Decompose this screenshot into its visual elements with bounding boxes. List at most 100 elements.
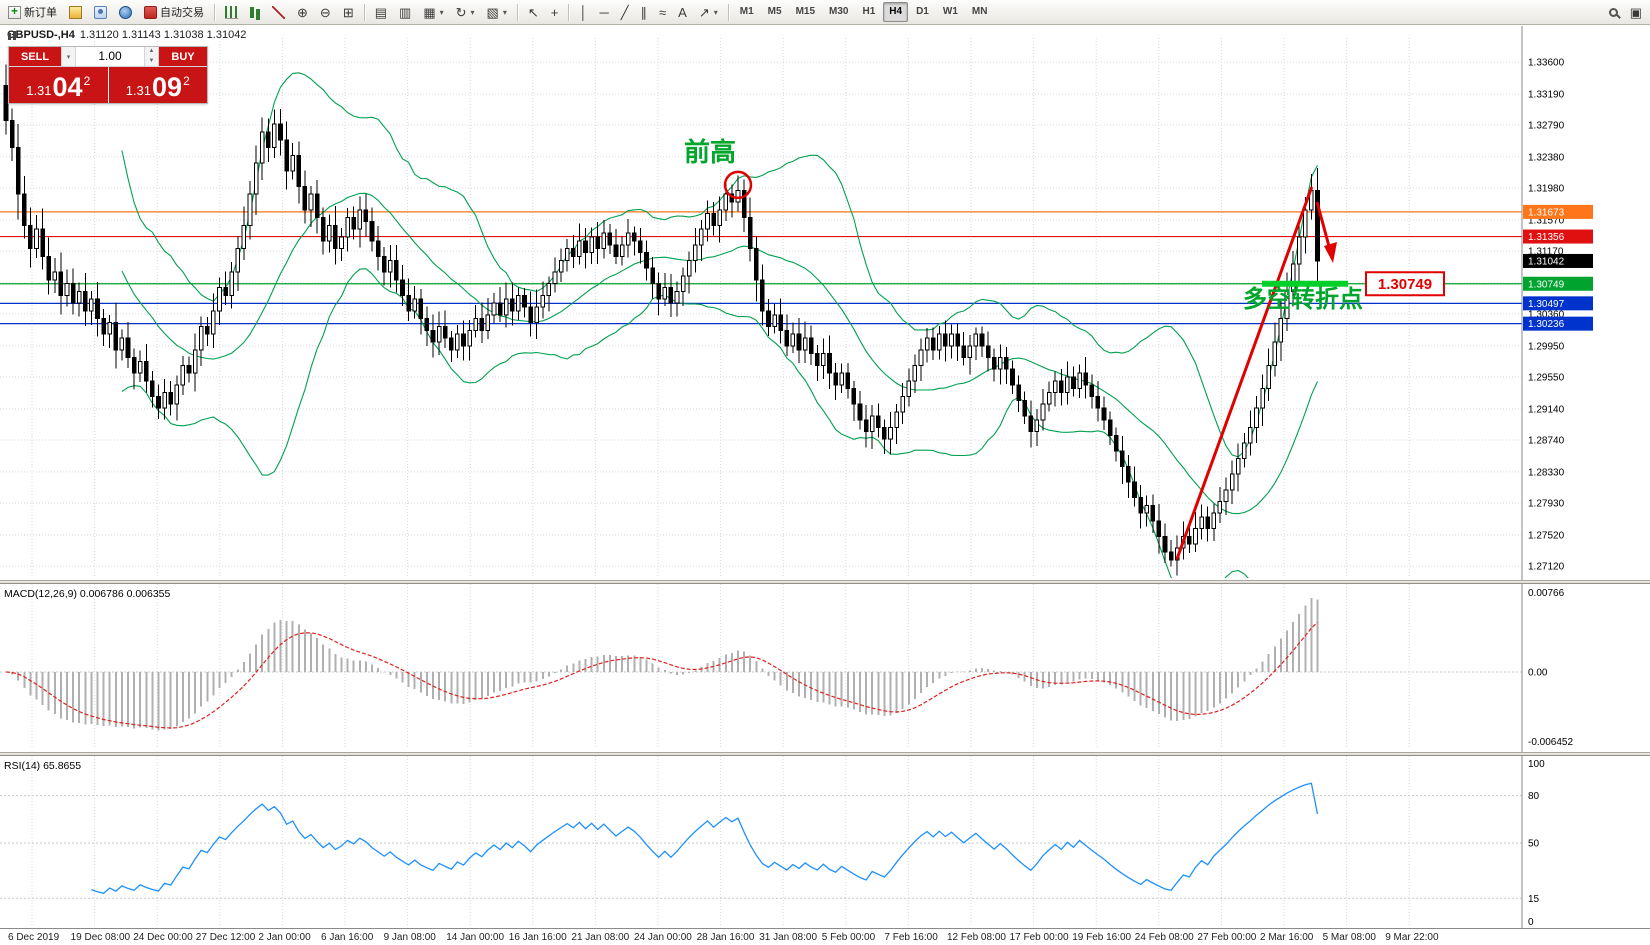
sell-button[interactable]: SELL	[9, 47, 61, 66]
timeframe-m15-button[interactable]: M15	[795, 6, 816, 17]
horizontal-line-button[interactable]: ─	[594, 1, 613, 23]
timeframe-h4-button[interactable]: H4	[883, 2, 909, 22]
cursor-icon: ↖	[527, 4, 539, 20]
trendline-button[interactable]: ╱	[616, 1, 634, 23]
previous-high-label[interactable]: 前高	[684, 137, 736, 168]
price-axis-label: 1.29550	[1528, 373, 1565, 384]
buy-price-button[interactable]: 1.31 09 2	[108, 67, 207, 103]
volume-up-icon[interactable]: ▲	[148, 48, 155, 54]
cascade-windows-icon: ▥	[399, 4, 412, 20]
candlestick-chart-button[interactable]	[245, 1, 265, 23]
sell-price-pips: 04	[52, 72, 83, 102]
candles	[3, 64, 1320, 576]
price-tag-box[interactable]	[1365, 271, 1445, 297]
line-chart-icon	[272, 5, 285, 19]
time-axis-label: 27 Dec 12:00	[195, 932, 256, 943]
previous-high-circle[interactable]	[723, 170, 753, 200]
market-watch-button[interactable]	[89, 1, 112, 23]
profiles-icon: ↻	[455, 4, 467, 20]
templates-button-dropdown-icon[interactable]: ▾	[502, 7, 507, 17]
price-axis-label: 1.32380	[1528, 152, 1565, 163]
profiles-button-dropdown-icon[interactable]: ▾	[470, 7, 475, 17]
rally-trendline[interactable]	[1175, 186, 1313, 560]
chart-profiles-button[interactable]	[64, 1, 87, 23]
reversal-arrow[interactable]	[1315, 201, 1332, 251]
bar-chart-button[interactable]	[220, 1, 243, 23]
new-window-button[interactable]: ▣	[1625, 1, 1647, 23]
profiles-button[interactable]: ↻ ▾	[451, 1, 480, 23]
toolbar-separator	[516, 3, 518, 21]
sell-price-prefix: 1.31	[26, 83, 52, 98]
timeframe-m5-button[interactable]: M5	[767, 6, 782, 17]
panel-splitter[interactable]	[0, 580, 1650, 584]
price-axis-box	[1523, 276, 1593, 291]
tile-windows-button[interactable]: ⊞	[338, 1, 359, 23]
rsi-axis-label: 50	[1528, 839, 1540, 850]
toolbar-separator	[363, 3, 365, 21]
timeframe-h1-button[interactable]: H1	[862, 6, 876, 17]
price-axis-box-label: 1.31042	[1528, 256, 1565, 267]
new-chart-button-dropdown-icon[interactable]: ▾	[439, 7, 444, 17]
zoom-out-button[interactable]: ⊖	[315, 1, 336, 23]
cascade-windows-button[interactable]: ▥	[394, 1, 416, 23]
new-order-button[interactable]: 新订单	[3, 1, 62, 23]
sell-price-button[interactable]: 1.31 04 2	[9, 67, 108, 103]
turning-point-label[interactable]: 多空转折点	[1243, 285, 1363, 313]
search-button[interactable]	[1604, 1, 1623, 23]
time-axis-label: 2 Jan 00:00	[258, 932, 311, 943]
timeframe-mn-button[interactable]: MN	[971, 6, 988, 17]
chart-annotations[interactable]: 前高 1.30749 多空转折点	[684, 137, 1445, 560]
price-axis-box	[1523, 296, 1593, 311]
price-axis-label: 1.27930	[1528, 499, 1565, 510]
volume-input[interactable]: 1.00	[76, 47, 144, 66]
fibonacci-button[interactable]: ≈	[654, 1, 671, 23]
text-label-button[interactable]: A	[673, 1, 692, 23]
rsi-axis-label: 80	[1528, 791, 1540, 802]
timeframe-d1-button[interactable]: D1	[916, 6, 929, 17]
line-chart-button[interactable]	[267, 1, 290, 23]
volume-down-icon[interactable]: ▼	[148, 57, 155, 64]
price-axis-box	[1523, 204, 1593, 219]
trendline-icon: ╱	[620, 4, 629, 20]
macd-indicator-panel[interactable]: MACD(12,26,9) 0.006786 0.006355 0.00766 0.…	[0, 584, 1650, 752]
timeframe-m30-button[interactable]: M30	[829, 6, 849, 17]
vertical-line-icon: │	[579, 4, 588, 20]
sell-price-sup: 2	[83, 74, 91, 88]
price-axis-label: 1.29950	[1528, 341, 1565, 352]
arrange-windows-button[interactable]: ▤	[370, 1, 392, 23]
order-type-dropdown[interactable]: ▾	[61, 47, 76, 66]
rsi-line	[91, 782, 1319, 895]
time-axis-label: 6 Jan 16:00	[321, 932, 374, 943]
templates-button[interactable]: ▧ ▾	[482, 1, 512, 23]
arrows-button-dropdown-icon[interactable]: ▾	[713, 7, 718, 17]
rsi-axis-label: 0	[1528, 917, 1534, 928]
zoom-in-button[interactable]: ⊕	[292, 1, 313, 23]
chart-symbol-period: GBPUSD-,H4	[7, 29, 75, 41]
panel-splitter[interactable]	[0, 752, 1650, 756]
vertical-line-button[interactable]: │	[574, 1, 592, 23]
equidistant-channel-button[interactable]: ∥	[636, 1, 653, 23]
rsi-indicator-panel[interactable]: RSI(14) 65.8655 100 80 50 15 0	[0, 756, 1650, 928]
chart-title: GBPUSD-,H4 1.31120 1.31143 1.31038 1.310…	[7, 29, 246, 41]
auto-trading-button[interactable]: 自动交易	[139, 1, 209, 23]
community-button[interactable]	[114, 1, 137, 23]
crosshair-button[interactable]: +	[546, 1, 564, 23]
timeframe-w1-button[interactable]: W1	[942, 6, 958, 17]
main-price-chart[interactable]: 前高 1.30749 多空转折点 1.33600 1.33190 1.32790 1.323…	[0, 26, 1650, 580]
buy-button[interactable]: BUY	[159, 47, 207, 66]
arrows-button[interactable]: ↗ ▾	[694, 1, 723, 23]
time-axis-label: 5 Feb 00:00	[821, 932, 876, 943]
price-axis-label: 1.30360	[1528, 310, 1565, 321]
volume-stepper[interactable]: ▲ ▼	[144, 47, 159, 66]
chart-profiles-icon	[69, 5, 82, 19]
price-axis-label: 1.31570	[1528, 215, 1565, 226]
macd-histogram	[11, 598, 1319, 731]
arrange-windows-icon: ▤	[374, 4, 388, 20]
price-axis-box-label: 1.30497	[1528, 299, 1565, 310]
timeframe-m1-button[interactable]: M1	[739, 6, 754, 17]
new-chart-button[interactable]: ▦ ▾	[418, 1, 448, 23]
cursor-button[interactable]: ↖	[523, 1, 544, 23]
rsi-label: RSI(14) 65.8655	[4, 760, 81, 772]
auto-trading-icon	[144, 5, 157, 19]
time-axis-label: 24 Jan 00:00	[634, 932, 692, 943]
